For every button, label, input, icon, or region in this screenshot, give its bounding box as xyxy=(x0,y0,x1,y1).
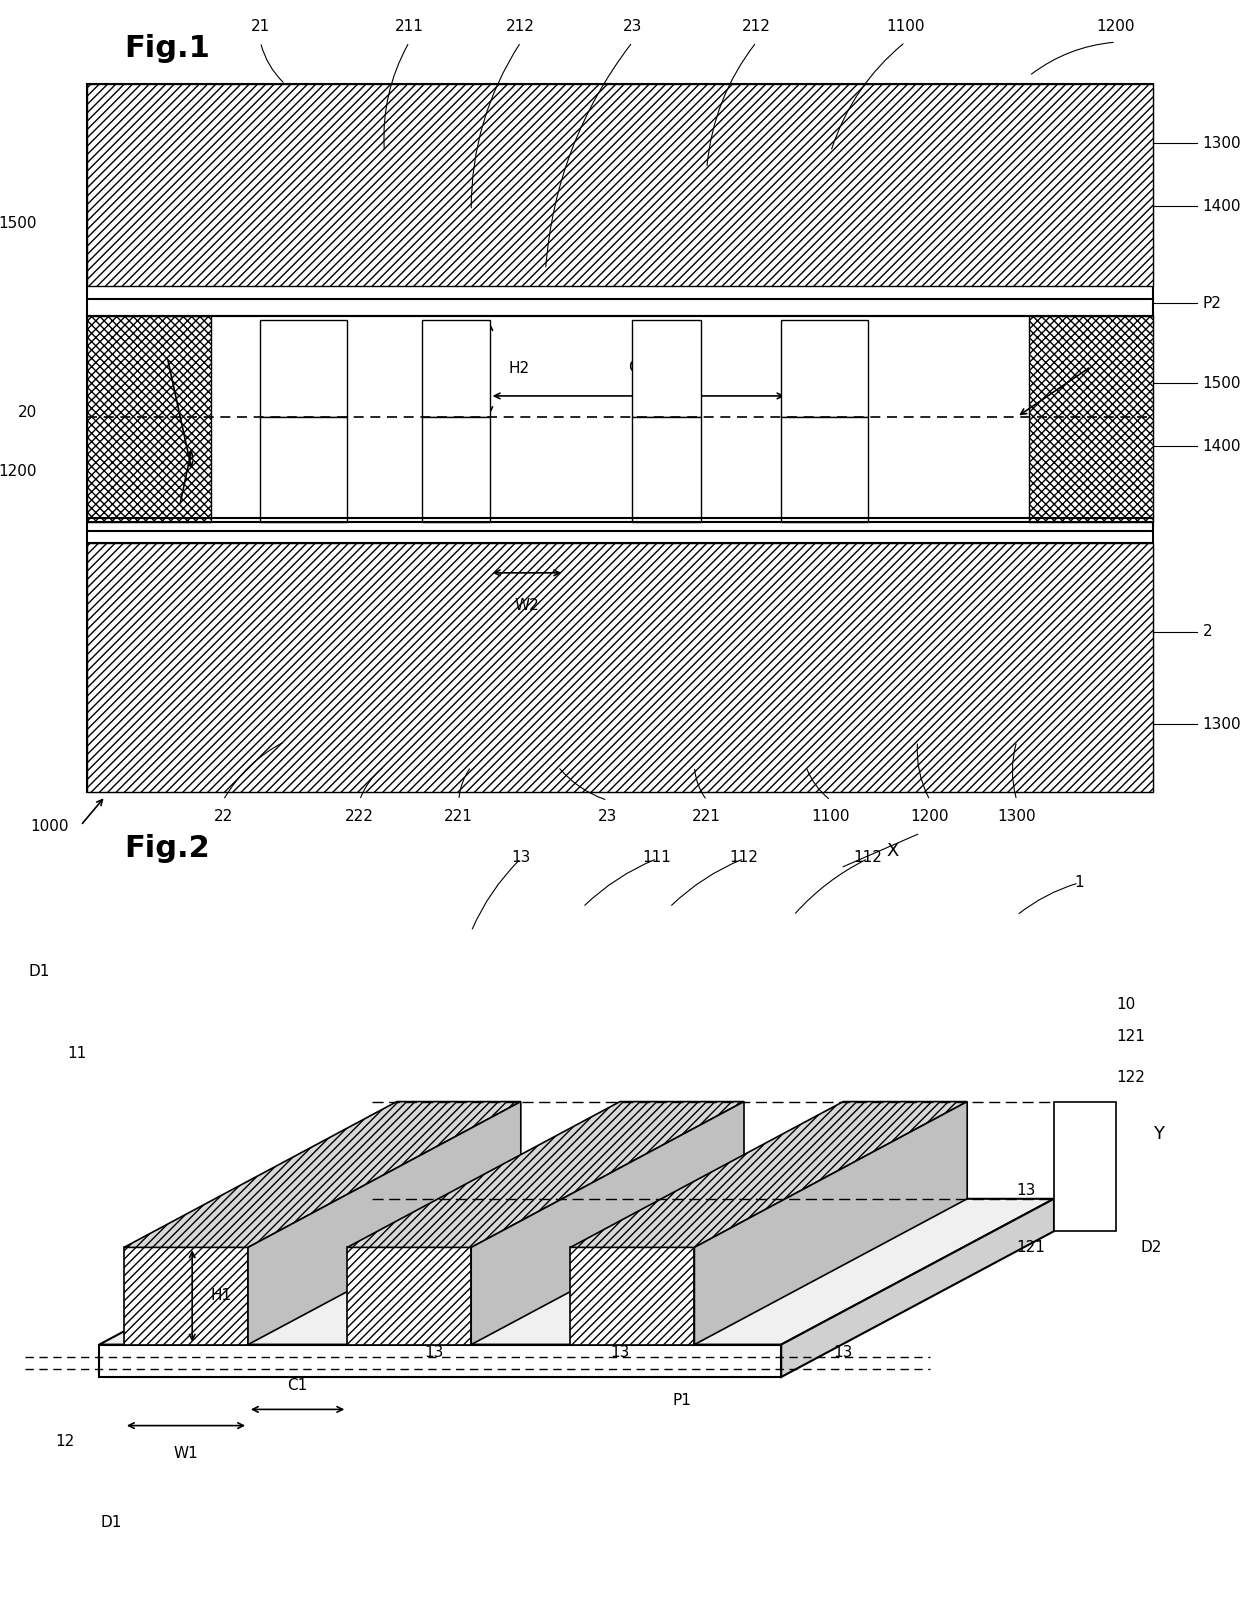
Text: D1: D1 xyxy=(100,1515,123,1529)
Text: 1200: 1200 xyxy=(0,465,37,480)
Bar xyxy=(87,316,211,522)
Bar xyxy=(260,321,347,416)
Bar xyxy=(632,321,701,416)
Text: 2: 2 xyxy=(1203,624,1213,640)
Text: 23: 23 xyxy=(622,19,642,34)
Text: H2: H2 xyxy=(508,361,529,376)
Text: 1500: 1500 xyxy=(1203,376,1240,390)
Text: 13: 13 xyxy=(1017,1183,1037,1199)
Text: C2: C2 xyxy=(629,360,649,374)
Polygon shape xyxy=(694,1102,967,1345)
Text: 1300: 1300 xyxy=(1203,718,1240,732)
Polygon shape xyxy=(124,1102,521,1247)
Text: 13: 13 xyxy=(833,1345,853,1359)
Polygon shape xyxy=(347,1102,744,1247)
Text: 22: 22 xyxy=(213,808,233,823)
Text: 1000: 1000 xyxy=(30,820,69,834)
Text: X: X xyxy=(887,841,899,860)
Text: 20: 20 xyxy=(17,405,37,420)
Polygon shape xyxy=(99,1199,1054,1345)
Polygon shape xyxy=(781,1199,1054,1377)
Polygon shape xyxy=(99,1345,781,1377)
Text: Fig.1: Fig.1 xyxy=(124,34,210,63)
Bar xyxy=(260,416,347,522)
Text: 1: 1 xyxy=(1074,875,1084,889)
Text: 222: 222 xyxy=(345,808,374,823)
Polygon shape xyxy=(570,1247,694,1345)
Text: W1: W1 xyxy=(174,1445,198,1461)
Text: Y: Y xyxy=(1153,1124,1164,1144)
Polygon shape xyxy=(124,1247,248,1345)
Polygon shape xyxy=(1054,1102,1116,1231)
Bar xyxy=(422,416,490,522)
Text: C1: C1 xyxy=(288,1379,308,1393)
Bar xyxy=(1029,316,1153,522)
Polygon shape xyxy=(570,1102,967,1247)
Text: H1: H1 xyxy=(211,1288,232,1304)
Polygon shape xyxy=(471,1102,744,1345)
Text: 13: 13 xyxy=(424,1345,444,1359)
Text: 121: 121 xyxy=(1116,1029,1145,1045)
Text: 21: 21 xyxy=(250,19,270,34)
Text: 112: 112 xyxy=(853,850,883,865)
Text: 13: 13 xyxy=(610,1345,630,1359)
Text: 1500: 1500 xyxy=(0,215,37,230)
Text: Fig.2: Fig.2 xyxy=(124,834,210,863)
Text: P2: P2 xyxy=(1203,296,1221,311)
Text: 1100: 1100 xyxy=(811,808,851,823)
Text: 121: 121 xyxy=(1017,1239,1045,1256)
Polygon shape xyxy=(248,1102,521,1345)
Text: 1200: 1200 xyxy=(910,808,950,823)
Bar xyxy=(632,416,701,522)
Text: 1400: 1400 xyxy=(1203,439,1240,454)
Text: 10: 10 xyxy=(1116,996,1136,1012)
Text: 221: 221 xyxy=(444,808,474,823)
Text: 12: 12 xyxy=(55,1434,74,1450)
Text: 212: 212 xyxy=(742,19,771,34)
Text: 11: 11 xyxy=(67,1045,87,1061)
Text: 1400: 1400 xyxy=(1203,199,1240,214)
Text: D2: D2 xyxy=(1141,1239,1162,1256)
Text: 211: 211 xyxy=(394,19,424,34)
Text: 1300: 1300 xyxy=(1203,136,1240,151)
Text: 1100: 1100 xyxy=(885,19,925,34)
Text: P1: P1 xyxy=(672,1393,692,1408)
Text: 221: 221 xyxy=(692,808,722,823)
Text: 212: 212 xyxy=(506,19,536,34)
Bar xyxy=(87,84,1153,792)
Text: 13: 13 xyxy=(511,850,531,865)
Text: D1: D1 xyxy=(29,964,50,980)
Text: 1300: 1300 xyxy=(997,808,1037,823)
Text: 111: 111 xyxy=(642,850,672,865)
Bar xyxy=(422,321,490,416)
Text: 23: 23 xyxy=(598,808,618,823)
Bar xyxy=(781,416,868,522)
Bar xyxy=(781,321,868,416)
Text: 1200: 1200 xyxy=(1096,19,1136,34)
Text: 122: 122 xyxy=(1116,1069,1145,1085)
Text: W2: W2 xyxy=(515,598,539,612)
Bar xyxy=(87,84,1153,287)
Bar xyxy=(87,543,1153,792)
Polygon shape xyxy=(347,1247,471,1345)
Text: 112: 112 xyxy=(729,850,759,865)
